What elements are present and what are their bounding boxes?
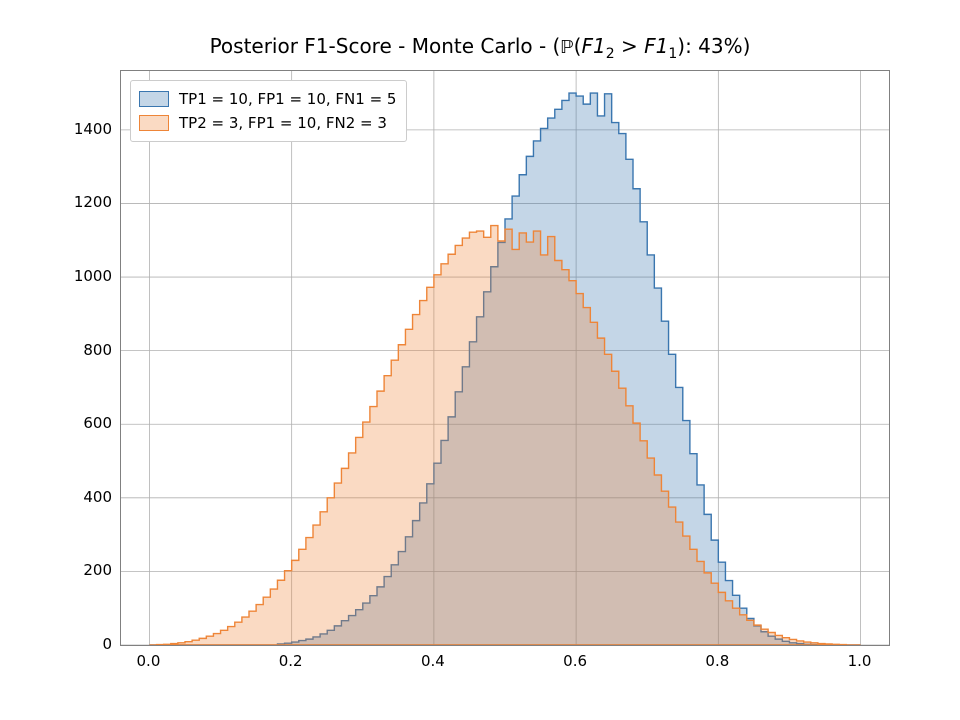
figure: Posterior F1-Score - Monte Carlo - (ℙ(F1… [0, 0, 960, 720]
y-tick-label: 1000 [52, 267, 112, 285]
legend: TP1 = 10, FP1 = 10, FN1 = 5 TP2 = 3, FP1… [130, 80, 407, 142]
plot-svg [121, 71, 889, 645]
sub-a: 2 [606, 46, 615, 62]
x-tick-label: 0.6 [563, 652, 587, 670]
x-tick-label: 0.4 [421, 652, 445, 670]
title-suffix: ) [743, 34, 751, 58]
y-tick-label: 800 [52, 341, 112, 359]
title-pct: 43% [698, 34, 742, 58]
title-prefix: Posterior F1-Score - Monte Carlo - ( [210, 34, 561, 58]
y-tick-label: 400 [52, 488, 112, 506]
histogram-series-1 [149, 226, 860, 645]
legend-label-0: TP1 = 10, FP1 = 10, FN1 = 5 [179, 90, 396, 108]
x-tick-label: 1.0 [848, 652, 872, 670]
legend-label-1: TP2 = 3, FP1 = 10, FN2 = 3 [179, 114, 387, 132]
y-tick-label: 600 [52, 414, 112, 432]
chart-title: Posterior F1-Score - Monte Carlo - (ℙ(F1… [0, 34, 960, 62]
f1-b: F1 [644, 34, 668, 58]
x-tick-label: 0.2 [279, 652, 303, 670]
x-tick-label: 0.0 [137, 652, 161, 670]
f1-a: F1 [581, 34, 605, 58]
y-tick-label: 1400 [52, 120, 112, 138]
legend-swatch-1 [139, 115, 169, 131]
x-tick-label: 0.8 [705, 652, 729, 670]
legend-swatch-0 [139, 91, 169, 107]
y-tick-label: 0 [52, 635, 112, 653]
y-tick-label: 200 [52, 561, 112, 579]
legend-row-0: TP1 = 10, FP1 = 10, FN1 = 5 [139, 87, 396, 111]
plot-area [120, 70, 890, 646]
prob-symbol: ℙ [560, 38, 573, 58]
title-close: ): [677, 34, 698, 58]
sub-b: 1 [668, 46, 677, 62]
legend-row-1: TP2 = 3, FP1 = 10, FN2 = 3 [139, 111, 396, 135]
gt: > [615, 34, 644, 58]
y-tick-label: 1200 [52, 193, 112, 211]
